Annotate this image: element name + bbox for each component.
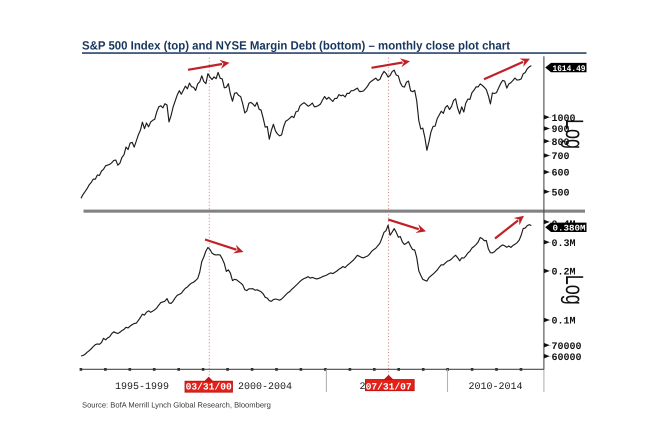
svg-text:60000: 60000 — [552, 353, 582, 364]
svg-text:07/31/07: 07/31/07 — [366, 382, 412, 393]
svg-text:0.2M: 0.2M — [552, 268, 576, 279]
svg-text:1000: 1000 — [552, 114, 576, 125]
svg-text:500: 500 — [552, 188, 570, 199]
svg-text:S&P 500 Index (top) and NYSE M: S&P 500 Index (top) and NYSE Margin Debt… — [82, 39, 510, 53]
svg-text:900: 900 — [552, 125, 570, 136]
svg-text:600: 600 — [552, 169, 570, 180]
svg-text:70000: 70000 — [552, 342, 582, 353]
svg-text:800: 800 — [552, 138, 570, 149]
svg-text:Log: Log — [560, 275, 588, 305]
svg-text:0.1M: 0.1M — [552, 317, 576, 328]
svg-text:700: 700 — [552, 152, 570, 163]
svg-text:0.3M: 0.3M — [552, 239, 576, 250]
svg-text:1995-1999: 1995-1999 — [115, 382, 169, 393]
svg-text:Source: BofA Merrill Lynch Glo: Source: BofA Merrill Lynch Global Resear… — [82, 400, 271, 409]
svg-text:03/31/00: 03/31/00 — [186, 382, 232, 393]
svg-text:2010-2014: 2010-2014 — [468, 382, 522, 393]
svg-text:2000-2004: 2000-2004 — [238, 382, 292, 393]
svg-text:Log: Log — [560, 119, 588, 149]
svg-text:1614.49: 1614.49 — [553, 64, 586, 74]
svg-text:0.380M: 0.380M — [553, 224, 586, 234]
